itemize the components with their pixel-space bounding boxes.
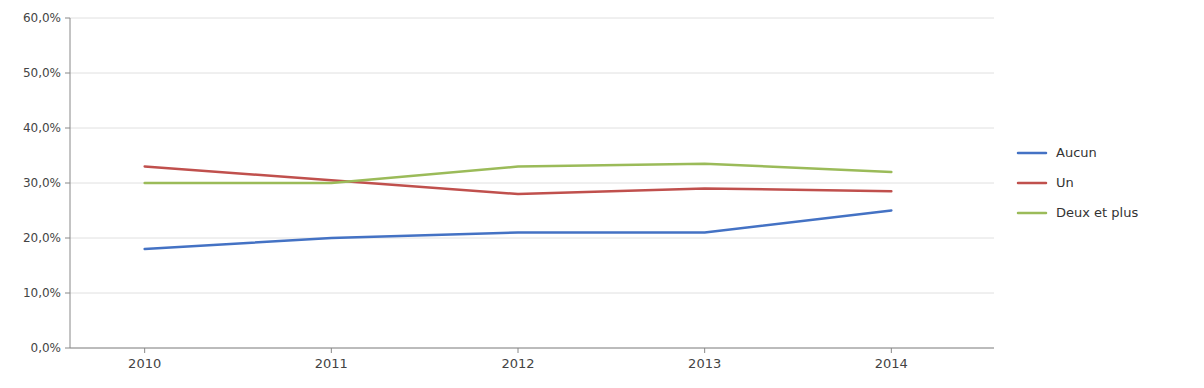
y-tick (65, 183, 70, 184)
y-tick-label: 30,0% (23, 176, 61, 190)
grid-line (70, 348, 994, 349)
legend-label: Deux et plus (1056, 205, 1138, 220)
x-tick (704, 348, 705, 353)
y-tick (65, 293, 70, 294)
x-tick-label: 2013 (688, 356, 721, 371)
x-tick-label: 2010 (128, 356, 161, 371)
series-line (145, 167, 892, 195)
grid (70, 18, 994, 348)
grid-line (70, 73, 994, 74)
y-tick (65, 73, 70, 74)
y-tick (65, 348, 70, 349)
x-axis-line (70, 348, 994, 349)
axes: 0,0% 10,0% 20,0% 30,0% 40,0% 50,0% 60,0% 2010 20… (23, 11, 994, 372)
legend-item: Deux et plus (1018, 205, 1138, 220)
x-tick (891, 348, 892, 353)
x-tick-label: 2012 (501, 356, 534, 371)
y-tick-label: 10,0% (23, 286, 61, 300)
legend-swatch (1018, 182, 1046, 185)
grid-line (70, 293, 994, 294)
grid-line (70, 18, 994, 19)
y-tick-label: 60,0% (23, 11, 61, 25)
y-axis-line (70, 18, 71, 348)
x-tick (518, 348, 519, 353)
legend-item: Un (1018, 175, 1074, 190)
series-line (145, 211, 892, 250)
chart-container: 0,0% 10,0% 20,0% 30,0% 40,0% 50,0% 60,0% 2010 20… (0, 0, 1204, 388)
y-tick-label: 20,0% (23, 231, 61, 245)
grid-line (70, 128, 994, 129)
x-tick-label: 2014 (875, 356, 908, 371)
y-tick-label: 40,0% (23, 121, 61, 135)
plot-data (145, 164, 892, 249)
y-tick (65, 18, 70, 19)
chart-svg: 0,0% 10,0% 20,0% 30,0% 40,0% 50,0% 60,0% 2010 20… (0, 0, 1204, 388)
x-tick (144, 348, 145, 353)
legend-item: Aucun (1018, 145, 1097, 160)
legend-label: Aucun (1056, 145, 1097, 160)
series-line (145, 164, 892, 183)
legend-swatch (1018, 152, 1046, 155)
y-tick-label: 0,0% (31, 341, 62, 355)
legend-swatch (1018, 212, 1046, 215)
x-tick-label: 2011 (315, 356, 348, 371)
x-tick (331, 348, 332, 353)
y-tick (65, 238, 70, 239)
y-tick-label: 50,0% (23, 66, 61, 80)
grid-line (70, 238, 994, 239)
page: {"chart_data": {"type": "line", "x": [20… (0, 0, 1204, 388)
y-tick (65, 128, 70, 129)
legend: Aucun Un Deux et plus (1018, 145, 1138, 220)
legend-label: Un (1056, 175, 1074, 190)
